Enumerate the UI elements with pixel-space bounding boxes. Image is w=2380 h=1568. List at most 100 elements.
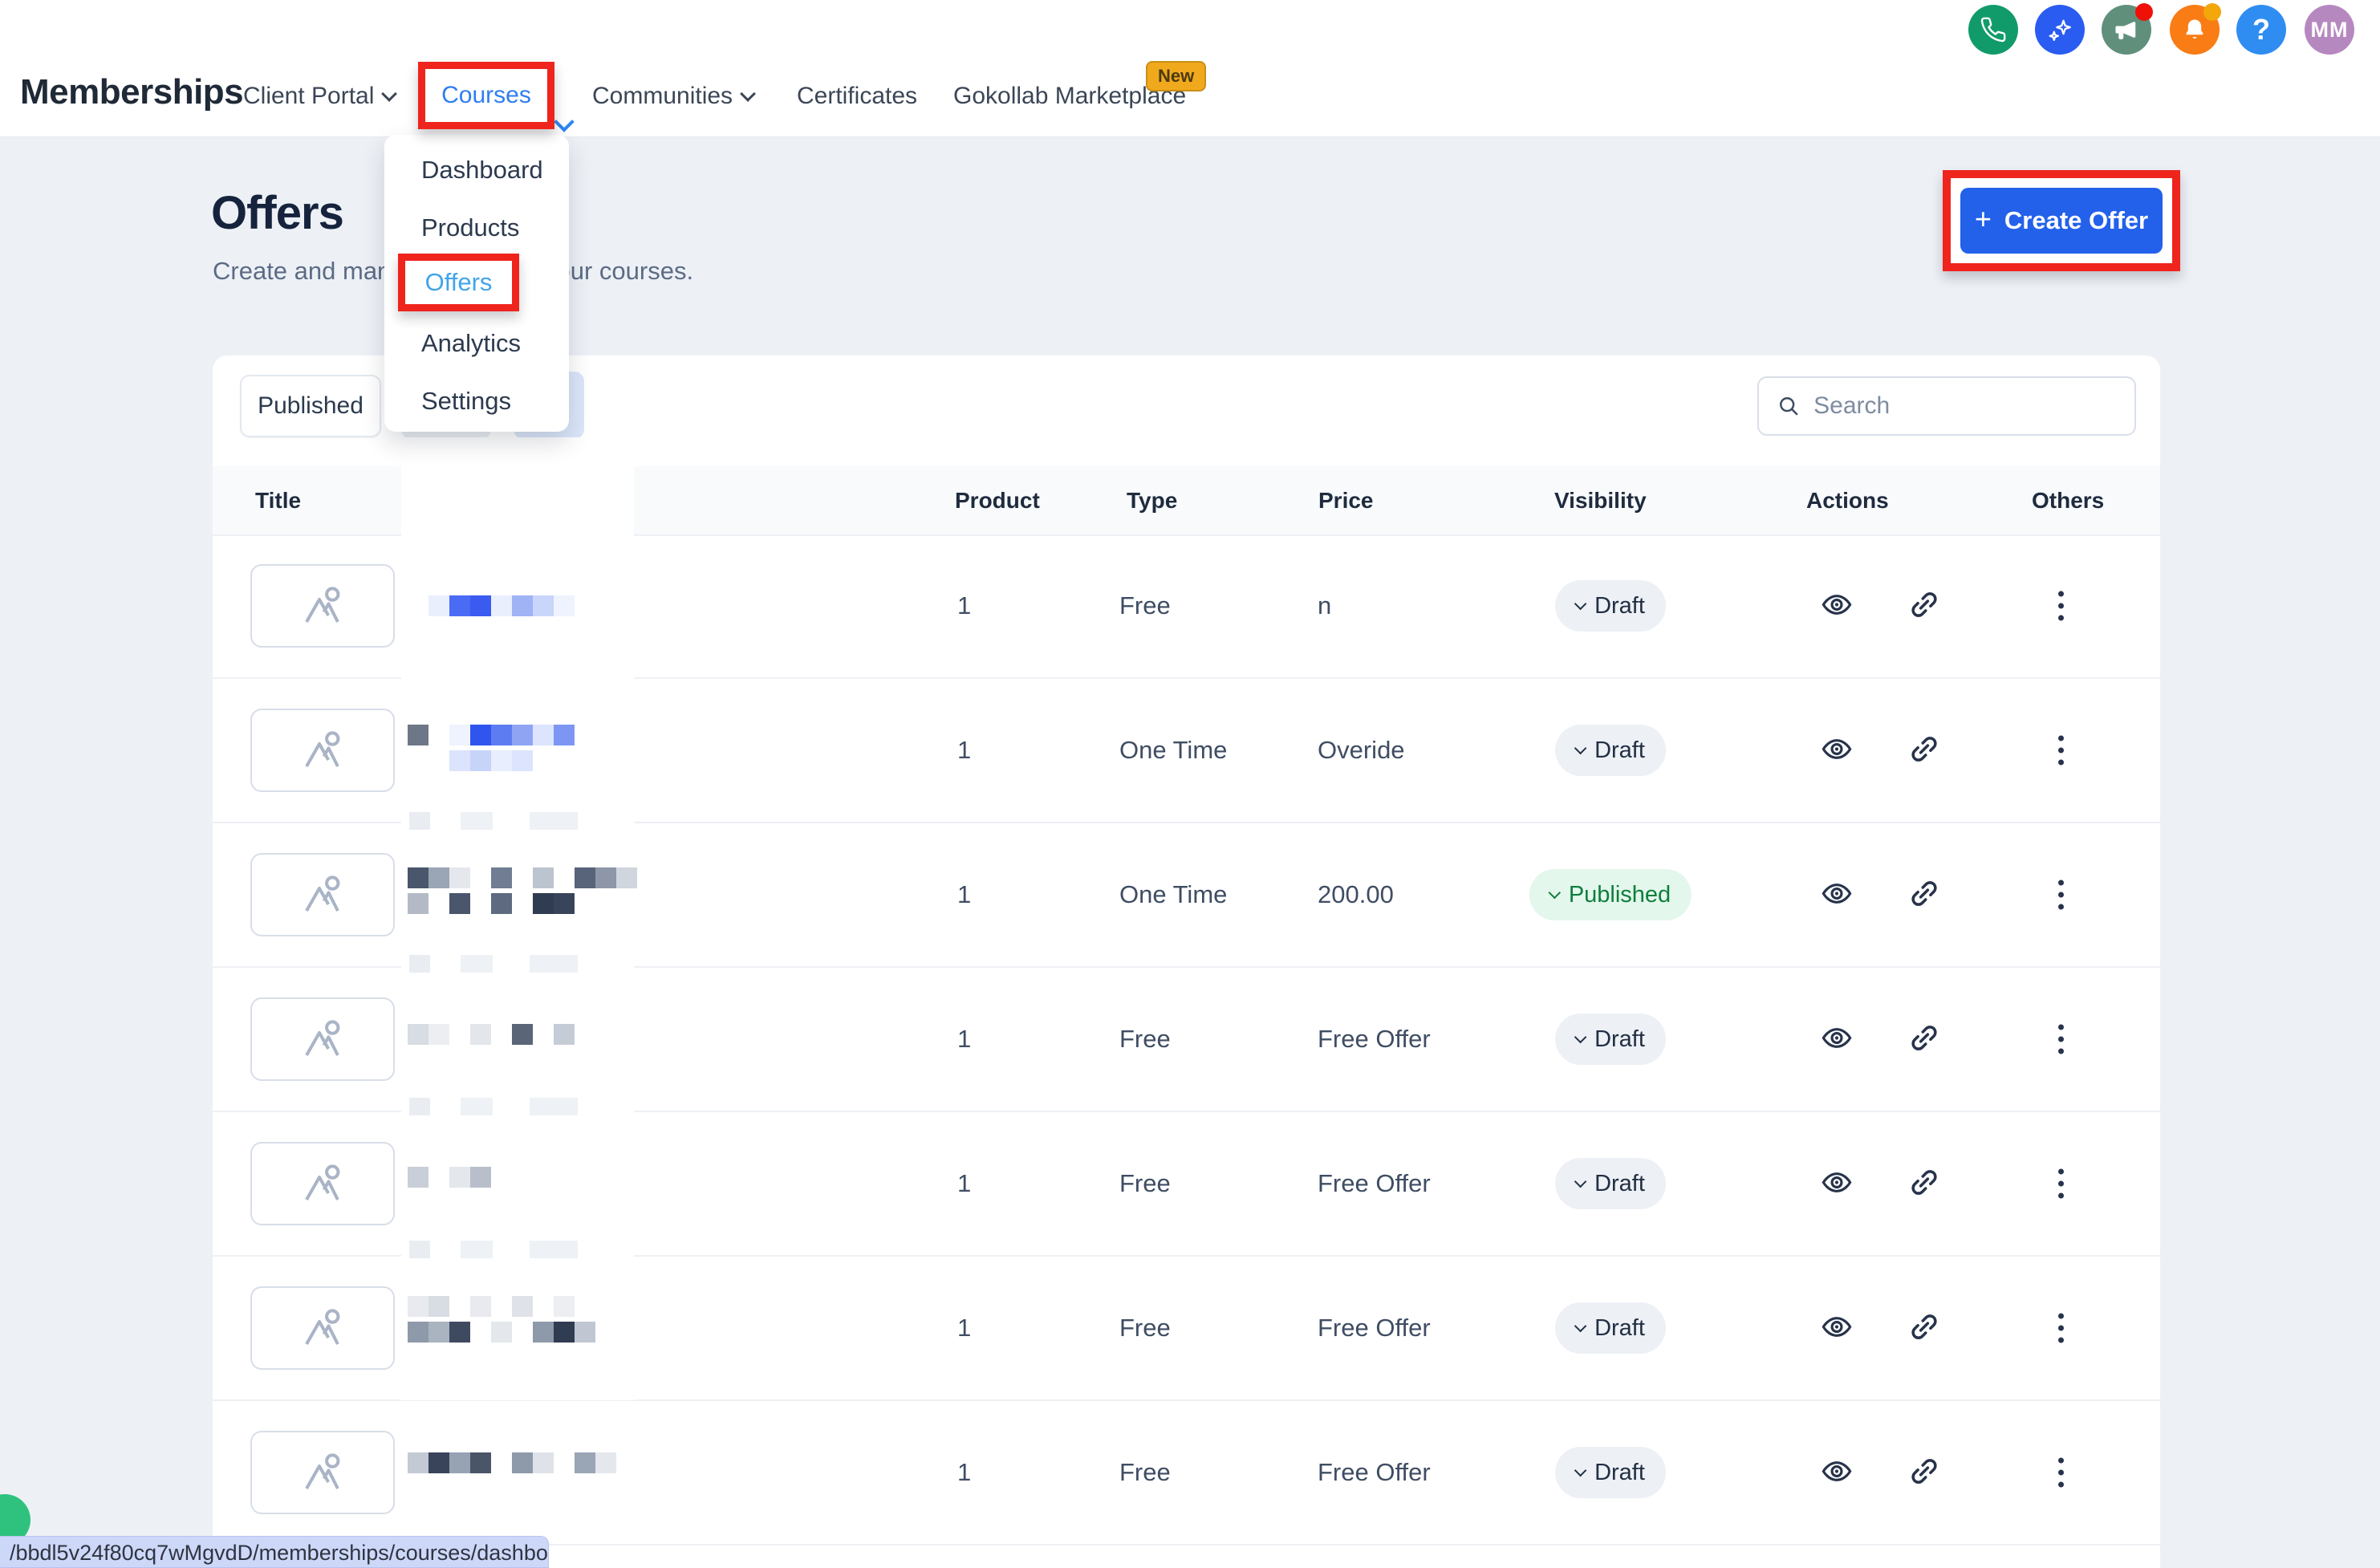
table-row: 1 Free Free Offer Draft bbox=[213, 968, 2160, 1112]
menu-item-offers[interactable]: Offers bbox=[424, 268, 493, 296]
menu-item-products[interactable]: Products bbox=[421, 213, 520, 242]
eye-icon bbox=[1822, 1461, 1852, 1481]
cell-price: Free Offer bbox=[1318, 1458, 1431, 1486]
copy-link-button[interactable] bbox=[1907, 588, 1941, 624]
offer-thumbnail bbox=[250, 1286, 395, 1370]
preview-eye-button[interactable] bbox=[1820, 1166, 1854, 1202]
help-button[interactable]: ? bbox=[2236, 5, 2286, 55]
image-placeholder-icon bbox=[305, 731, 340, 767]
menu-item-settings[interactable]: Settings bbox=[421, 387, 512, 415]
phone-button[interactable] bbox=[1968, 5, 2018, 55]
chevron-down-icon bbox=[1574, 1464, 1587, 1477]
cell-product: 1 bbox=[957, 1169, 972, 1197]
menu-item-dashboard[interactable]: Dashboard bbox=[421, 156, 543, 184]
nav-communities[interactable]: Communities bbox=[592, 83, 756, 110]
link-icon bbox=[1911, 737, 1937, 762]
more-options-button[interactable] bbox=[2058, 1024, 2064, 1054]
preview-eye-button[interactable] bbox=[1820, 1022, 1854, 1058]
visibility-badge[interactable]: Draft bbox=[1555, 1158, 1666, 1209]
more-options-button[interactable] bbox=[2058, 591, 2064, 621]
menu-item-analytics[interactable]: Analytics bbox=[421, 329, 522, 357]
app-title: Memberships bbox=[20, 72, 244, 112]
cell-price: Overide bbox=[1318, 736, 1405, 764]
copy-link-button[interactable] bbox=[1907, 1022, 1941, 1058]
nav-client-portal[interactable]: Client Portal bbox=[243, 83, 398, 110]
chevron-down-icon bbox=[740, 86, 756, 102]
chevron-down-icon bbox=[554, 112, 575, 132]
image-placeholder-icon bbox=[305, 1020, 340, 1056]
chevron-down-icon bbox=[1574, 1319, 1587, 1333]
eye-icon bbox=[1822, 1172, 1852, 1192]
nav-courses[interactable]: Courses bbox=[441, 82, 531, 108]
cell-type: Free bbox=[1119, 1314, 1171, 1342]
create-offer-button[interactable]: + Create Offer bbox=[1960, 188, 2163, 254]
announcements-button[interactable] bbox=[2102, 3, 2153, 55]
visibility-label: Draft bbox=[1594, 1459, 1645, 1485]
megaphone-icon bbox=[2115, 22, 2136, 39]
copy-link-button[interactable] bbox=[1907, 1455, 1941, 1491]
offer-thumbnail bbox=[250, 564, 395, 648]
search-input[interactable] bbox=[1812, 392, 2117, 420]
highlight-box-create-offer: + Create Offer bbox=[1943, 170, 2180, 271]
redaction-band bbox=[401, 437, 634, 1400]
preview-eye-button[interactable] bbox=[1820, 1455, 1854, 1491]
more-options-button[interactable] bbox=[2058, 879, 2064, 910]
table-row: 1 One Time Overide Draft bbox=[213, 679, 2160, 823]
preview-eye-button[interactable] bbox=[1820, 877, 1854, 913]
sparkles-icon bbox=[2049, 19, 2071, 42]
offer-thumbnail bbox=[250, 1142, 395, 1225]
plus-icon: + bbox=[1974, 202, 1992, 235]
cell-product: 1 bbox=[957, 1314, 972, 1342]
copy-link-button[interactable] bbox=[1907, 733, 1941, 769]
column-visibility: Visibility bbox=[1554, 487, 1647, 513]
table-row: 1 Free Free Offer Draft bbox=[213, 1401, 2160, 1546]
cell-type: Free bbox=[1119, 1169, 1171, 1197]
visibility-badge[interactable]: Draft bbox=[1555, 580, 1666, 632]
eye-icon bbox=[1822, 884, 1852, 904]
image-placeholder-icon bbox=[305, 1453, 340, 1489]
cell-price: n bbox=[1318, 591, 1332, 619]
filter-tab-published[interactable]: Published bbox=[240, 375, 381, 437]
offer-thumbnail bbox=[250, 997, 395, 1081]
page-title: Offers bbox=[211, 187, 344, 239]
visibility-label: Draft bbox=[1594, 1026, 1645, 1052]
cell-price: Free Offer bbox=[1318, 1314, 1431, 1342]
visibility-badge[interactable]: Draft bbox=[1555, 1302, 1666, 1354]
copy-link-button[interactable] bbox=[1907, 1166, 1941, 1202]
cell-product: 1 bbox=[957, 1458, 972, 1486]
visibility-badge[interactable]: Draft bbox=[1555, 1014, 1666, 1065]
copy-link-button[interactable] bbox=[1907, 1310, 1941, 1347]
column-title: Title bbox=[255, 487, 302, 513]
preview-eye-button[interactable] bbox=[1820, 588, 1854, 624]
eye-icon bbox=[1822, 595, 1852, 615]
copy-link-button[interactable] bbox=[1907, 877, 1941, 913]
cell-type: One Time bbox=[1119, 736, 1228, 764]
offer-thumbnail bbox=[250, 709, 395, 792]
chevron-down-icon bbox=[1548, 886, 1562, 900]
cell-price: 200.00 bbox=[1318, 880, 1394, 908]
visibility-badge[interactable]: Draft bbox=[1555, 725, 1666, 776]
visibility-badge[interactable]: Draft bbox=[1555, 1447, 1666, 1498]
image-placeholder-icon bbox=[305, 875, 340, 912]
notifications-button[interactable] bbox=[2170, 3, 2221, 55]
eye-icon bbox=[1822, 739, 1852, 759]
more-options-button[interactable] bbox=[2058, 735, 2064, 766]
question-mark-icon: ? bbox=[2252, 13, 2270, 46]
link-icon bbox=[1911, 881, 1937, 906]
nav-certificates[interactable]: Certificates bbox=[797, 83, 918, 109]
more-options-button[interactable] bbox=[2058, 1313, 2064, 1343]
more-options-button[interactable] bbox=[2058, 1168, 2064, 1199]
preview-eye-button[interactable] bbox=[1820, 1310, 1854, 1347]
sparkles-button[interactable] bbox=[2035, 5, 2085, 55]
cell-product: 1 bbox=[957, 880, 972, 908]
preview-eye-button[interactable] bbox=[1820, 733, 1854, 769]
avatar[interactable]: MM bbox=[2305, 5, 2354, 55]
notification-dot-red bbox=[2135, 3, 2153, 21]
visibility-label: Draft bbox=[1594, 592, 1645, 619]
visibility-badge[interactable]: Published bbox=[1529, 869, 1692, 920]
cell-product: 1 bbox=[957, 1025, 972, 1053]
more-options-button[interactable] bbox=[2058, 1457, 2064, 1488]
redaction-artifact bbox=[409, 1241, 578, 1258]
table-row: 1 Free Free Offer Draft bbox=[213, 1112, 2160, 1257]
